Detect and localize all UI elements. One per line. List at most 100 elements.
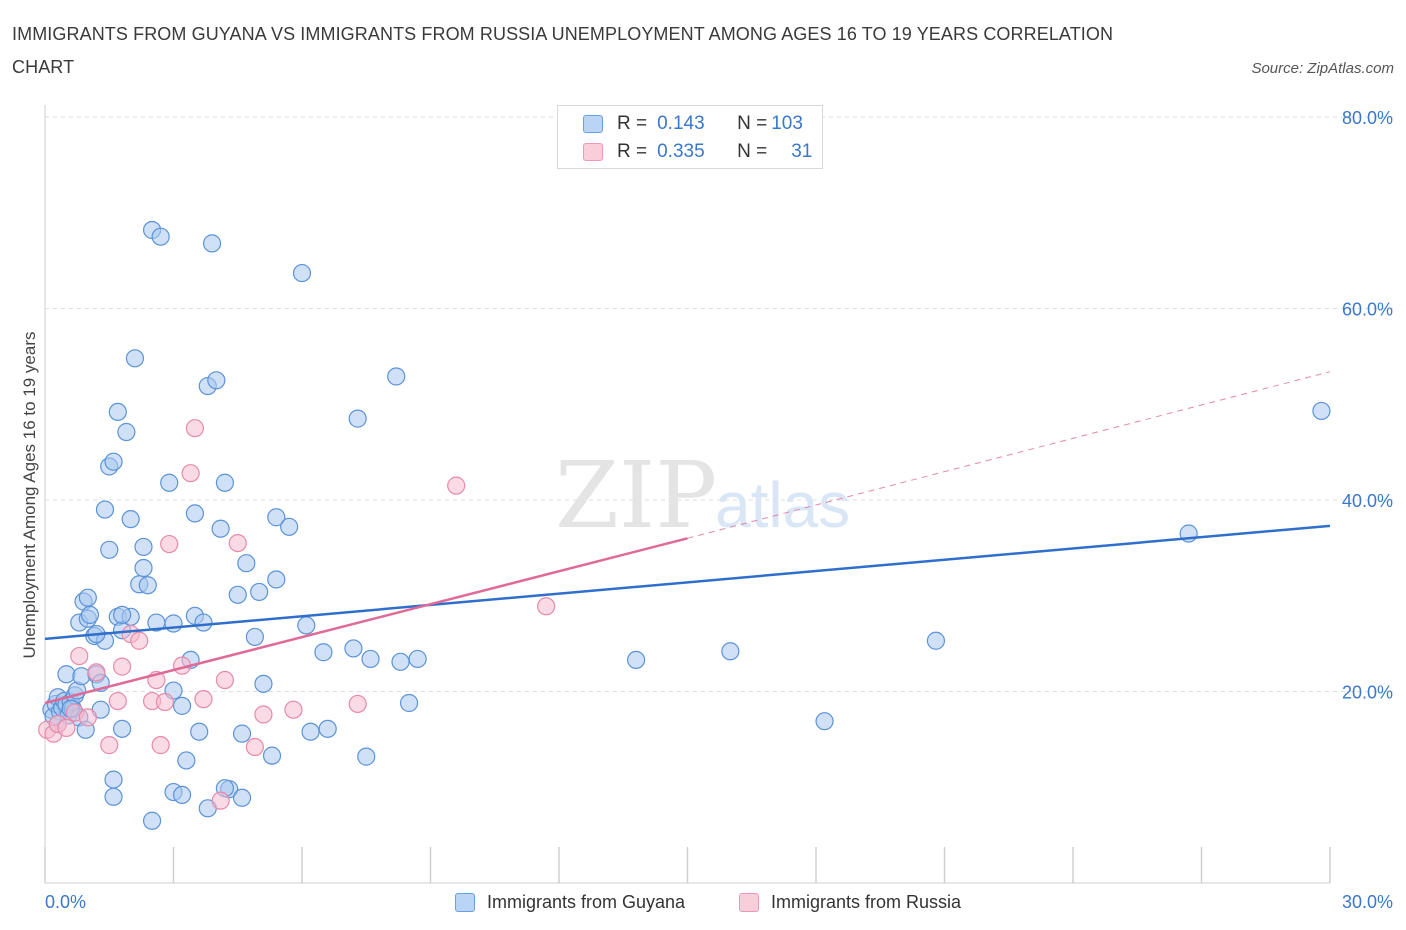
guyana-point bbox=[100, 540, 119, 559]
guyana-point bbox=[177, 751, 196, 770]
trend-lines bbox=[44, 371, 1331, 705]
guyana-point bbox=[160, 473, 179, 492]
guyana-point bbox=[344, 639, 363, 658]
guyana-point bbox=[117, 422, 136, 442]
bottom-legend-russia: Immigrants from Russia bbox=[739, 889, 961, 915]
bottom-legend-label-guyana: Immigrants from Guyana bbox=[487, 891, 686, 912]
guyana-point bbox=[399, 693, 419, 713]
guyana-point bbox=[267, 570, 286, 589]
guyana-point bbox=[72, 667, 91, 686]
guyana-point bbox=[408, 649, 427, 669]
x-tick-label-max: 30.0% bbox=[1342, 892, 1393, 912]
guyana-point bbox=[138, 576, 157, 595]
trend-line-guyana bbox=[44, 524, 1331, 641]
russia-point bbox=[211, 791, 230, 810]
trend-line-russia bbox=[44, 537, 688, 705]
legend-r-value-russia: 0.335 bbox=[657, 141, 705, 162]
russia-point bbox=[112, 657, 132, 676]
guyana-point bbox=[134, 558, 153, 578]
russia-point bbox=[181, 464, 200, 483]
guyana-point bbox=[104, 770, 123, 789]
legend-swatch-russia bbox=[583, 143, 603, 161]
legend-r-label: R = bbox=[617, 141, 648, 162]
legend-swatch-guyana bbox=[583, 115, 603, 133]
guyana-point bbox=[254, 674, 273, 693]
russia-point bbox=[284, 700, 303, 719]
trend-line-russia-extension bbox=[687, 371, 1331, 539]
guyana-point bbox=[250, 582, 269, 602]
russia-point bbox=[57, 718, 76, 737]
guyana-point bbox=[721, 642, 740, 661]
guyana-point bbox=[262, 746, 282, 765]
guyana-point bbox=[391, 652, 410, 671]
guyana-point bbox=[228, 585, 247, 604]
russia-point bbox=[87, 663, 106, 682]
y-tick-label: 20.0% bbox=[1342, 683, 1393, 703]
guyana-point bbox=[151, 227, 170, 246]
guyana-point bbox=[112, 719, 132, 738]
guyana-point bbox=[348, 409, 367, 428]
legend-n-label: N = bbox=[737, 113, 768, 134]
legend-r-value-guyana: 0.143 bbox=[657, 113, 705, 134]
russia-point bbox=[537, 597, 556, 616]
legend-n-value-russia: 31 bbox=[791, 141, 813, 162]
guyana-point bbox=[147, 613, 166, 632]
legend-row-russia: R = 0.335 N = 31 bbox=[583, 140, 812, 164]
axes bbox=[44, 105, 1331, 884]
russia-point bbox=[151, 736, 170, 755]
guyana-point bbox=[190, 722, 209, 741]
guyana-point bbox=[80, 605, 100, 625]
watermark-zip: ZIP bbox=[555, 442, 717, 549]
guyana-point bbox=[232, 724, 252, 743]
guyana-point bbox=[215, 473, 234, 492]
legend-row-guyana: R = 0.143 N = 103 bbox=[583, 112, 803, 136]
watermark: ZIP atlas bbox=[555, 442, 850, 549]
guyana-point bbox=[280, 517, 299, 536]
guyana-point bbox=[78, 588, 97, 607]
russia-point bbox=[254, 705, 273, 724]
legend-n-value-guyana: 103 bbox=[771, 113, 803, 134]
russia-point bbox=[130, 631, 149, 650]
guyana-point bbox=[112, 605, 132, 625]
russia-point bbox=[215, 670, 234, 690]
guyana-point bbox=[57, 665, 76, 684]
russia-point bbox=[155, 692, 175, 712]
russia-point bbox=[245, 737, 264, 757]
russia-point bbox=[348, 694, 367, 714]
y-tick-label: 40.0% bbox=[1342, 491, 1393, 511]
guyana-point bbox=[361, 649, 380, 669]
guyana-point bbox=[194, 613, 213, 632]
guyana-point bbox=[142, 811, 162, 830]
russia-point bbox=[194, 690, 213, 709]
guyana-point bbox=[297, 616, 316, 635]
guyana-point bbox=[926, 631, 946, 650]
guyana-point bbox=[245, 627, 264, 647]
bottom-legend-guyana: Immigrants from Guyana bbox=[455, 889, 685, 915]
guyana-point bbox=[211, 519, 230, 538]
guyana-point bbox=[172, 696, 192, 715]
chart-title: IMMIGRANTS FROM GUYANA VS IMMIGRANTS FRO… bbox=[12, 24, 1114, 77]
guyana-point bbox=[232, 788, 252, 807]
guyana-point bbox=[815, 712, 834, 731]
russia-point bbox=[447, 476, 466, 495]
bottom-legend-swatch-guyana bbox=[455, 892, 475, 912]
guyana-point bbox=[207, 371, 226, 390]
guyana-point bbox=[237, 554, 256, 573]
legend-r-label: R = bbox=[617, 113, 648, 134]
guyana-point bbox=[1312, 401, 1331, 421]
guyana-point bbox=[172, 785, 192, 805]
guyana-point bbox=[202, 234, 222, 253]
series-russia-points bbox=[38, 419, 556, 810]
gridlines bbox=[45, 116, 1395, 692]
russia-point bbox=[78, 708, 97, 727]
russia-point bbox=[185, 419, 205, 438]
tick-labels: 20.0% 40.0% 60.0% 80.0% 0.0% 30.0% bbox=[45, 108, 1393, 912]
russia-point bbox=[160, 534, 179, 554]
guyana-point bbox=[104, 787, 123, 806]
y-tick-label: 60.0% bbox=[1342, 300, 1393, 320]
guyana-point bbox=[108, 402, 127, 422]
guyana-point bbox=[267, 508, 286, 527]
guyana-point bbox=[95, 500, 115, 519]
guyana-point bbox=[125, 349, 145, 368]
